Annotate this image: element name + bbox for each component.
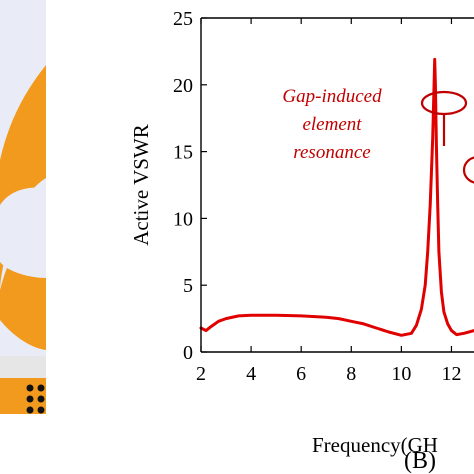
annotation-line-1: Gap-induced [282,86,382,107]
y-axis-label: Active VSWR [129,124,153,246]
second-highlight-ellipse [462,156,474,184]
x-axis-label: Frequency(GH [312,433,438,457]
x-tick-label: 6 [296,363,306,385]
y-tick-label: 15 [173,142,193,164]
antenna-layout-panel [0,0,46,414]
resonance-annotation: Gap-induced element resonance [282,86,474,184]
antenna-orange-patch [0,65,46,290]
via-holes [26,384,45,414]
substrate-strip [0,356,46,378]
vswr-series-line [199,57,474,337]
panel-label: (B) [404,448,436,474]
y-tick-label: 25 [173,8,193,30]
x-tick-label: 2 [196,363,206,385]
antenna-slot [0,187,46,278]
resonance-highlight-ellipse [420,90,468,116]
x-tick-label: 10 [391,363,411,385]
y-tick-label: 0 [183,342,193,364]
y-tick-label: 10 [173,208,193,230]
y-tick-label: 20 [173,75,193,97]
x-tick-label: 12 [441,363,461,385]
annotation-line-3: resonance [293,142,370,163]
y-tick-label: 5 [183,275,193,297]
vswr-chart: 2 4 6 8 10 12 0 5 10 15 20 25 Active VSWR Frequency… [129,8,474,474]
x-tick-label: 8 [346,363,356,385]
x-tick-label: 4 [246,363,256,385]
annotation-line-2: element [302,114,362,135]
